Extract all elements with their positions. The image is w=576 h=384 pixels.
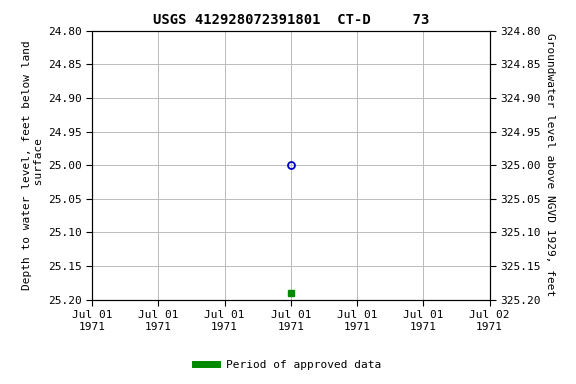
Y-axis label: Depth to water level, feet below land
 surface: Depth to water level, feet below land su…: [22, 40, 44, 290]
Title: USGS 412928072391801  CT-D     73: USGS 412928072391801 CT-D 73: [153, 13, 429, 27]
Y-axis label: Groundwater level above NGVD 1929, feet: Groundwater level above NGVD 1929, feet: [545, 33, 555, 297]
Legend: Period of approved data: Period of approved data: [191, 356, 385, 375]
